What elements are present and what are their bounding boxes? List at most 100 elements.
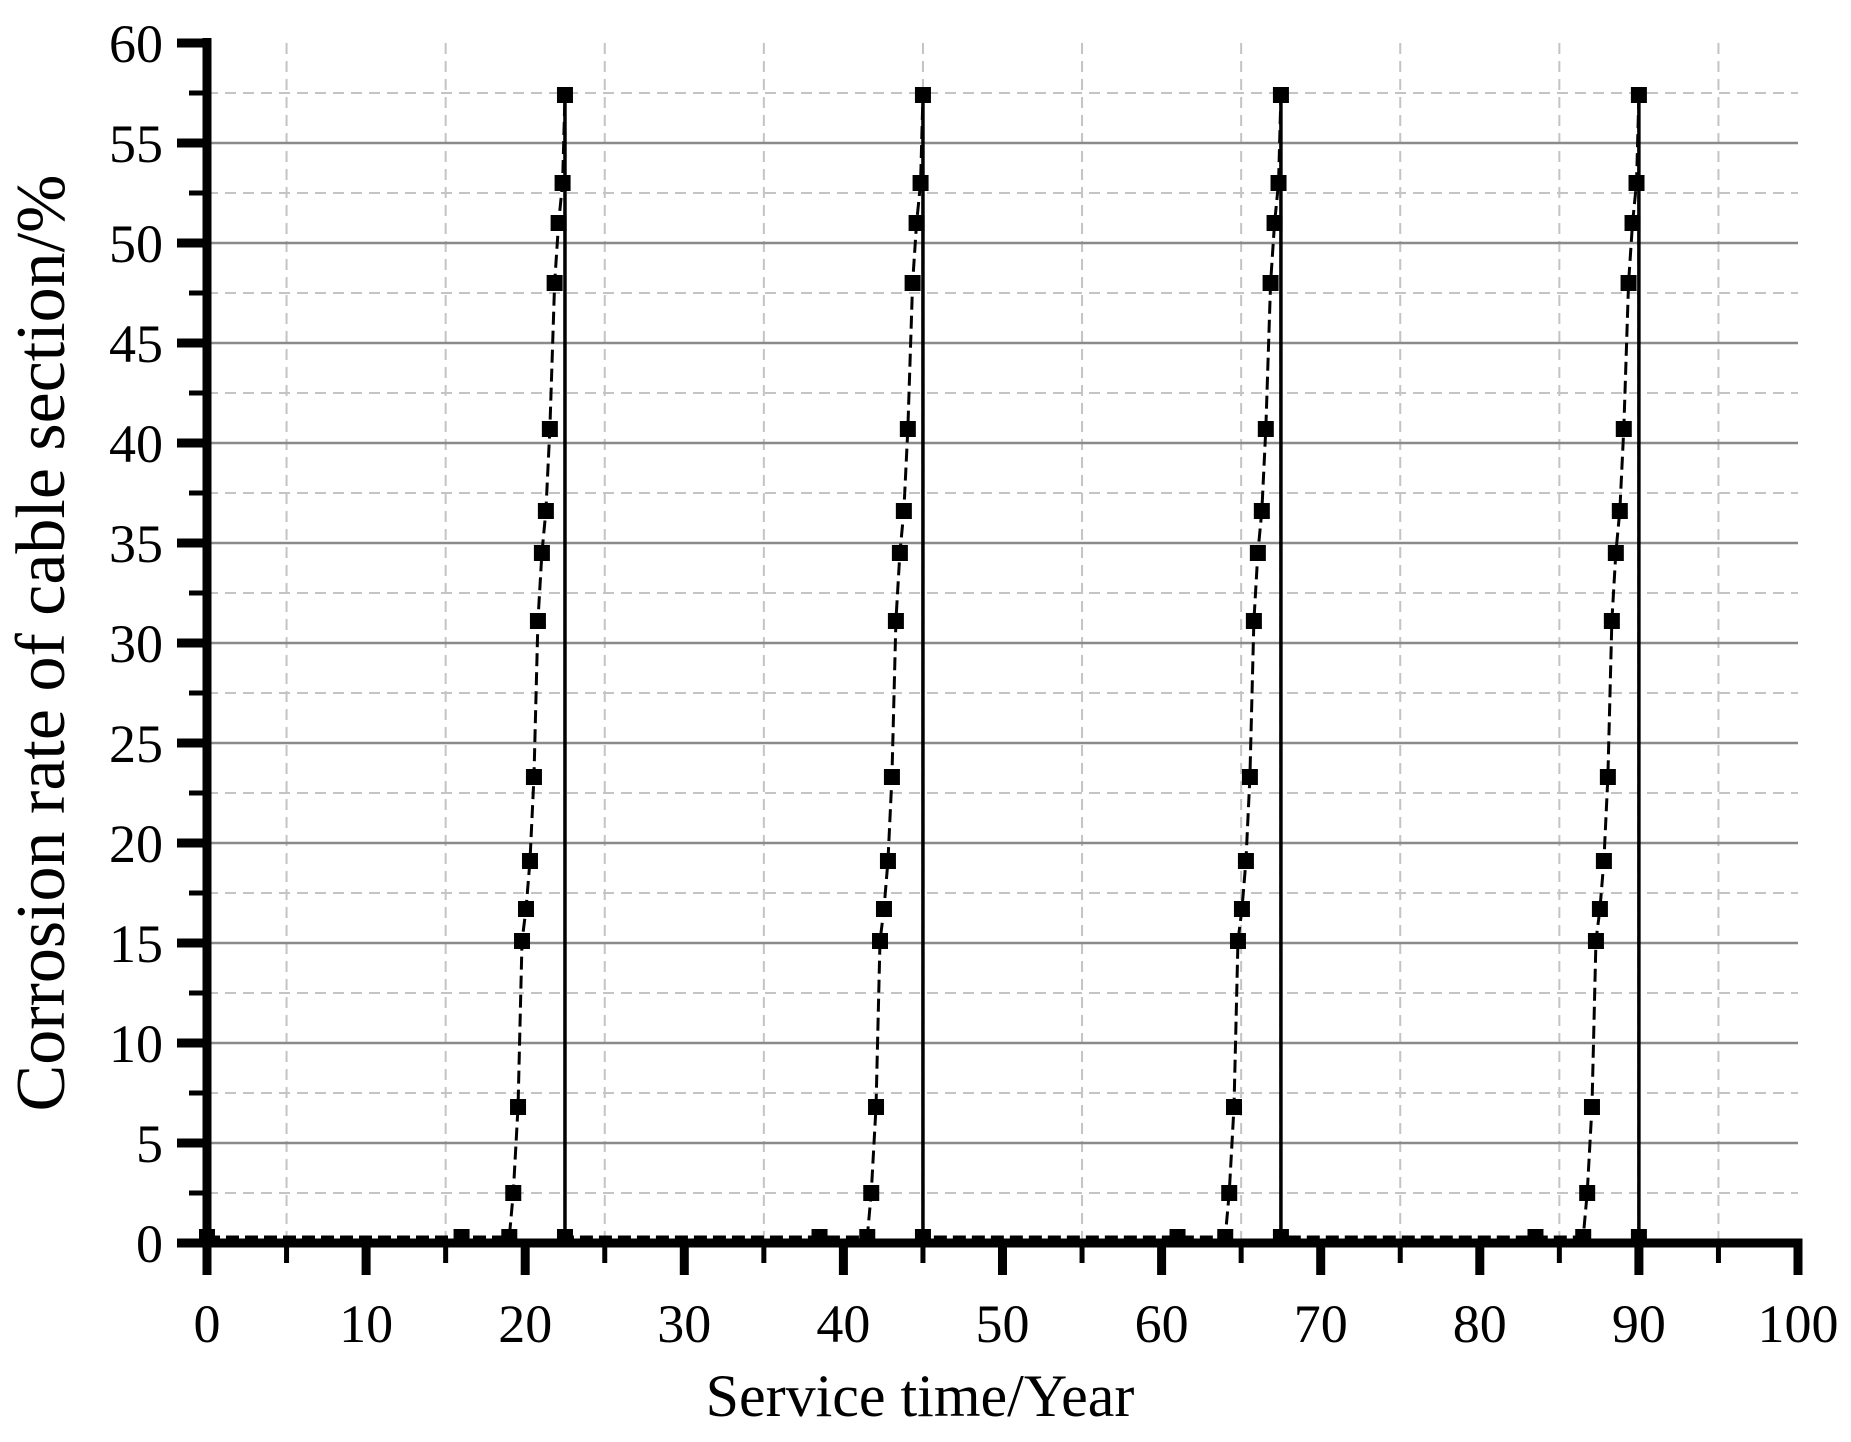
data-point-marker bbox=[1233, 901, 1250, 917]
data-point-marker bbox=[899, 421, 916, 437]
data-point-marker bbox=[1169, 1229, 1186, 1245]
x-tick-label: 0 bbox=[194, 1294, 221, 1354]
data-point-marker bbox=[811, 1229, 828, 1245]
data-point-marker bbox=[521, 853, 538, 869]
y-tick-label: 20 bbox=[109, 814, 163, 874]
data-point-marker bbox=[1575, 1229, 1592, 1245]
data-point-marker bbox=[1270, 175, 1287, 191]
data-point-marker bbox=[517, 901, 534, 917]
x-tick-label: 30 bbox=[657, 1294, 711, 1354]
tick-labels: 0 5 10 15 20 25 30 35 40 45 50 55 60 0 10 20 30 40 50 60 70 8… bbox=[109, 14, 1839, 1354]
y-tick-label: 30 bbox=[109, 614, 163, 674]
x-tick-label: 80 bbox=[1453, 1294, 1507, 1354]
data-point-marker bbox=[546, 275, 563, 291]
y-tick-label: 60 bbox=[109, 14, 163, 74]
data-point-marker bbox=[887, 613, 904, 629]
x-tick-label: 20 bbox=[498, 1294, 552, 1354]
data-point-marker bbox=[879, 853, 896, 869]
data-point-marker bbox=[868, 1099, 885, 1115]
data-point-marker bbox=[912, 175, 929, 191]
data-point-marker bbox=[1257, 421, 1274, 437]
data-point-marker bbox=[541, 421, 558, 437]
data-point-marker bbox=[1249, 545, 1266, 561]
data-point-marker bbox=[556, 1229, 573, 1245]
data-point-marker bbox=[1272, 87, 1289, 103]
y-tick-label: 15 bbox=[109, 914, 163, 974]
y-tick-label: 0 bbox=[136, 1214, 163, 1274]
data-point-marker bbox=[1611, 503, 1628, 519]
data-point-marker bbox=[453, 1229, 470, 1245]
data-point-marker bbox=[1262, 275, 1279, 291]
data-point-marker bbox=[525, 769, 542, 785]
data-point-marker bbox=[1607, 545, 1624, 561]
x-tick-label: 10 bbox=[339, 1294, 393, 1354]
y-tick-label: 10 bbox=[109, 1014, 163, 1074]
y-tick-label: 40 bbox=[109, 414, 163, 474]
data-point-marker bbox=[1620, 275, 1637, 291]
data-point-marker bbox=[1245, 613, 1262, 629]
y-tick-label: 50 bbox=[109, 214, 163, 274]
data-point-marker bbox=[914, 87, 931, 103]
axis-ticks bbox=[177, 38, 1803, 1275]
data-point-marker bbox=[1595, 853, 1612, 869]
data-point-marker bbox=[904, 275, 921, 291]
data-point-marker bbox=[1241, 769, 1258, 785]
x-tick-label: 100 bbox=[1758, 1294, 1839, 1354]
x-tick-label: 50 bbox=[976, 1294, 1030, 1354]
data-point-marker bbox=[554, 175, 571, 191]
data-point-marker bbox=[1266, 215, 1283, 231]
data-point-marker bbox=[891, 545, 908, 561]
data-point-marker bbox=[505, 1185, 522, 1201]
data-point-marker bbox=[1527, 1229, 1544, 1245]
data-point-marker bbox=[533, 545, 550, 561]
data-point-marker bbox=[1217, 1229, 1234, 1245]
data-point-marker bbox=[529, 613, 546, 629]
data-point-marker bbox=[1221, 1185, 1238, 1201]
data-point-marker bbox=[1628, 175, 1645, 191]
data-point-marker bbox=[1229, 933, 1246, 949]
data-point-marker bbox=[871, 933, 888, 949]
data-point-marker bbox=[1599, 769, 1616, 785]
data-point-marker bbox=[1615, 421, 1632, 437]
data-point-marker bbox=[1579, 1185, 1596, 1201]
data-point-marker bbox=[1624, 215, 1641, 231]
data-point-marker bbox=[1587, 933, 1604, 949]
data-point-marker bbox=[1253, 503, 1270, 519]
data-point-marker bbox=[908, 215, 925, 231]
x-axis-title: Service time/Year bbox=[706, 1363, 1135, 1429]
y-tick-label: 5 bbox=[136, 1114, 163, 1174]
data-point-marker bbox=[1272, 1229, 1289, 1245]
data-point-marker bbox=[1583, 1099, 1600, 1115]
data-point-marker bbox=[1603, 613, 1620, 629]
data-point-marker bbox=[1591, 901, 1608, 917]
data-point-marker bbox=[875, 901, 892, 917]
data-point-marker bbox=[1237, 853, 1254, 869]
data-point-marker bbox=[883, 769, 900, 785]
y-tick-label: 45 bbox=[109, 314, 163, 374]
data-point-marker bbox=[556, 87, 573, 103]
data-point-marker bbox=[514, 933, 531, 949]
data-point-marker bbox=[1225, 1099, 1242, 1115]
x-tick-label: 90 bbox=[1612, 1294, 1666, 1354]
data-point-marker bbox=[863, 1185, 880, 1201]
data-point-marker bbox=[895, 503, 912, 519]
data-point-marker bbox=[550, 215, 567, 231]
data-point-marker bbox=[199, 1229, 215, 1245]
data-point-marker bbox=[510, 1099, 527, 1115]
x-tick-label: 60 bbox=[1135, 1294, 1189, 1354]
data-point-marker bbox=[501, 1229, 518, 1245]
y-tick-label: 25 bbox=[109, 714, 163, 774]
data-point-marker bbox=[1630, 87, 1647, 103]
y-tick-label: 55 bbox=[109, 114, 163, 174]
major-gridlines bbox=[207, 141, 1798, 1145]
x-tick-label: 40 bbox=[816, 1294, 870, 1354]
data-series bbox=[199, 87, 1647, 1245]
y-tick-label: 35 bbox=[109, 514, 163, 574]
x-tick-label: 70 bbox=[1294, 1294, 1348, 1354]
data-point-marker bbox=[859, 1229, 876, 1245]
data-point-marker bbox=[537, 503, 554, 519]
data-point-marker bbox=[914, 1229, 931, 1245]
y-axis-title: Corrosion rate of cable section/% bbox=[3, 175, 80, 1112]
